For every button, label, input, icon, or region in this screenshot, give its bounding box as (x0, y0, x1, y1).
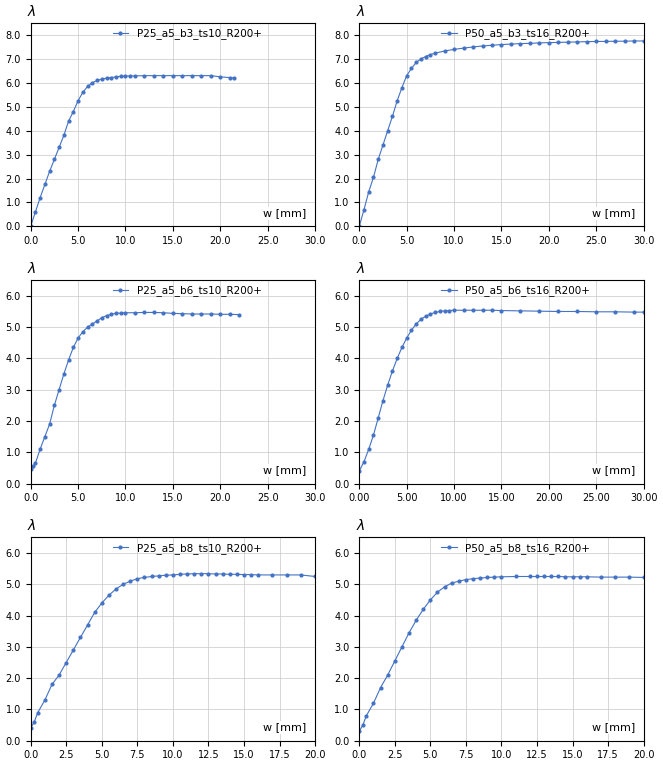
Text: λ: λ (357, 519, 365, 533)
Legend: P50_a5_b8_ts16_R200+: P50_a5_b8_ts16_R200+ (437, 538, 594, 558)
Text: λ: λ (28, 5, 36, 19)
Legend: P25_a5_b3_ts10_R200+: P25_a5_b3_ts10_R200+ (109, 25, 266, 44)
Text: w [mm]: w [mm] (263, 466, 306, 476)
Text: λ: λ (357, 262, 365, 277)
Text: w [mm]: w [mm] (592, 722, 635, 732)
Legend: P50_a5_b6_ts16_R200+: P50_a5_b6_ts16_R200+ (437, 281, 594, 300)
Legend: P25_a5_b8_ts10_R200+: P25_a5_b8_ts10_R200+ (109, 538, 266, 558)
Legend: P50_a5_b3_ts16_R200+: P50_a5_b3_ts16_R200+ (437, 25, 594, 44)
Legend: P25_a5_b6_ts10_R200+: P25_a5_b6_ts10_R200+ (109, 281, 266, 300)
Text: λ: λ (28, 519, 36, 533)
Text: w [mm]: w [mm] (592, 466, 635, 476)
Text: w [mm]: w [mm] (263, 722, 306, 732)
Text: λ: λ (357, 5, 365, 19)
Text: w [mm]: w [mm] (592, 208, 635, 218)
Text: w [mm]: w [mm] (263, 208, 306, 218)
Text: λ: λ (28, 262, 36, 277)
